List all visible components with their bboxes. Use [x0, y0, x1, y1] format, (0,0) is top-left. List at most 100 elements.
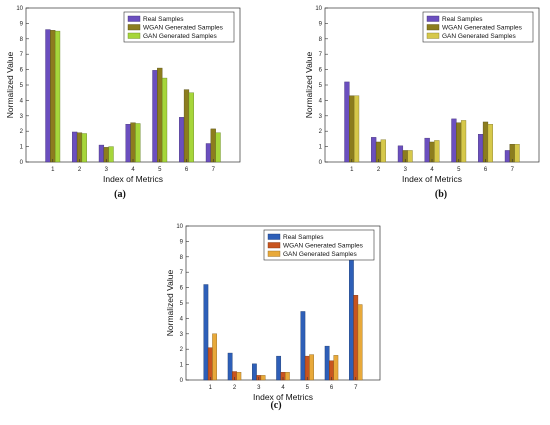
y-tick-label: 1	[20, 145, 24, 151]
bar	[424, 137, 430, 163]
bar	[152, 70, 158, 163]
x-tick-label: 2	[377, 167, 381, 173]
y-tick-label: 9	[20, 21, 24, 27]
bar	[353, 295, 359, 381]
y-tick-label: 2	[20, 129, 24, 135]
bar	[203, 284, 209, 381]
bar	[236, 372, 242, 381]
legend-box	[422, 11, 534, 43]
bar	[108, 146, 114, 163]
chart-panel-c: 0 1 2 3 4 5 6 7 8 9 10 1 2 3 4 5 6 7 Index of Metrics Norma…	[165, 224, 381, 411]
bar	[284, 372, 290, 381]
bar	[429, 141, 435, 163]
legend-label: WGAN Generated Samples	[283, 243, 364, 250]
bar	[45, 29, 51, 163]
bar	[54, 30, 61, 163]
bar	[304, 355, 310, 381]
legend-label: GAN Generated Samples	[143, 33, 217, 40]
y-tick-label: 3	[319, 114, 323, 120]
bar	[375, 141, 382, 163]
legend-swatch	[426, 24, 440, 31]
bar	[407, 150, 413, 163]
y-tick-label: 4	[180, 316, 184, 322]
y-tick-label: 3	[180, 332, 184, 338]
bar	[157, 67, 163, 163]
bar	[357, 304, 363, 381]
panel-caption: (b)	[435, 189, 447, 200]
y-tick-label: 8	[20, 37, 24, 43]
bar	[482, 121, 489, 163]
x-axis-label: Index of Metrics	[253, 392, 313, 402]
x-tick-label: 5	[457, 167, 461, 173]
y-tick-label: 3	[20, 114, 24, 120]
y-tick-label: 8	[180, 255, 184, 261]
panel-caption: (c)	[270, 400, 281, 411]
legend-label: Real Samples	[143, 16, 184, 23]
x-tick-label: 6	[484, 167, 488, 173]
legend-swatch	[426, 15, 440, 22]
x-tick-label: 5	[158, 167, 162, 173]
legend-swatch	[267, 233, 281, 240]
legend-swatch	[267, 250, 281, 257]
bar	[210, 128, 216, 163]
x-tick-label: 5	[306, 385, 310, 391]
x-axis-label: Index of Metrics	[103, 174, 163, 184]
y-tick-label: 5	[319, 83, 323, 89]
y-axis-label: Normalized Value	[304, 52, 314, 119]
y-tick-label: 2	[319, 129, 323, 135]
panel-caption: (a)	[114, 189, 126, 200]
bar	[456, 122, 462, 163]
y-tick-label: 9	[319, 21, 323, 27]
bar	[451, 118, 457, 163]
x-tick-label: 4	[131, 167, 135, 173]
x-tick-label: 7	[354, 385, 358, 391]
x-tick-label: 6	[330, 385, 334, 391]
legend-swatch	[426, 32, 440, 39]
y-tick-label: 0	[319, 160, 323, 166]
bar	[309, 354, 314, 381]
bar	[460, 120, 467, 163]
legend-label: GAN Generated Samples	[442, 33, 516, 40]
x-tick-label: 7	[212, 167, 216, 173]
x-tick-label: 4	[281, 385, 285, 391]
y-tick-label: 6	[319, 68, 323, 74]
bar	[135, 123, 141, 163]
y-tick-label: 6	[20, 68, 24, 74]
y-tick-label: 0	[20, 160, 24, 166]
y-tick-label: 4	[319, 98, 323, 104]
chart-panel-b: 0 1 2 3 4 5 6 7 8 9 10 1 2 3 4 5 6 7 Index of Metrics Norma…	[304, 6, 540, 200]
bar	[487, 124, 493, 163]
bar	[72, 131, 78, 163]
legend-label: Real Samples	[283, 234, 324, 241]
bar	[349, 95, 355, 163]
x-tick-label: 4	[430, 167, 434, 173]
bar	[504, 150, 511, 163]
y-tick-label: 10	[315, 6, 322, 12]
y-tick-label: 7	[319, 52, 323, 58]
bar	[130, 122, 136, 163]
y-tick-label: 0	[180, 378, 184, 384]
bar	[371, 137, 377, 163]
y-tick-label: 9	[180, 239, 184, 245]
legend-swatch	[127, 15, 141, 22]
y-axis-label: Normalized Value	[165, 270, 175, 337]
bar	[478, 134, 484, 163]
legend-label: Real Samples	[442, 16, 483, 23]
y-tick-label: 5	[180, 301, 184, 307]
legend-label: WGAN Generated Samples	[442, 25, 523, 32]
x-tick-label: 1	[209, 385, 213, 391]
bar	[227, 352, 233, 381]
bar	[380, 139, 386, 163]
x-tick-label: 1	[51, 167, 55, 173]
bar	[260, 375, 266, 381]
bar	[81, 133, 87, 163]
bar	[324, 345, 330, 381]
x-tick-label: 3	[404, 167, 408, 173]
bar	[252, 363, 257, 381]
y-tick-label: 10	[176, 224, 183, 230]
x-tick-label: 7	[511, 167, 515, 173]
bar	[50, 30, 56, 163]
y-tick-label: 4	[20, 98, 24, 104]
bar	[76, 132, 83, 163]
bar	[183, 89, 190, 163]
